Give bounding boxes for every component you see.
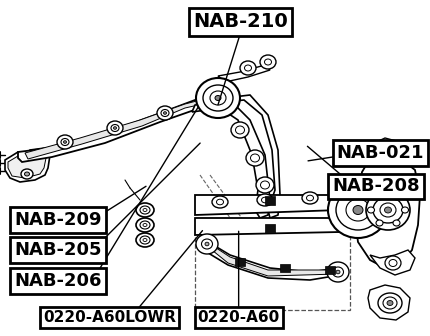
Bar [325,266,335,274]
Polygon shape [370,250,415,275]
Bar [265,196,275,205]
Ellipse shape [21,169,33,179]
Polygon shape [18,95,220,162]
Ellipse shape [387,300,393,305]
Bar [345,223,355,233]
Ellipse shape [25,172,30,176]
Ellipse shape [257,194,273,206]
Ellipse shape [384,146,392,154]
Ellipse shape [366,190,410,230]
Ellipse shape [64,141,67,143]
Ellipse shape [380,143,396,157]
Bar [335,199,345,208]
Polygon shape [5,148,50,182]
Ellipse shape [393,194,400,200]
Ellipse shape [260,55,276,69]
Ellipse shape [196,78,240,118]
Polygon shape [25,97,216,159]
Ellipse shape [157,106,173,120]
Ellipse shape [140,236,150,244]
Ellipse shape [327,262,349,282]
Ellipse shape [376,194,383,200]
Text: NAB-206: NAB-206 [14,271,102,290]
Polygon shape [368,285,410,320]
Text: NAB-021: NAB-021 [337,144,424,162]
Ellipse shape [57,135,73,149]
Polygon shape [340,222,395,230]
Ellipse shape [332,267,344,277]
Ellipse shape [216,199,224,205]
Polygon shape [207,242,338,276]
Bar [235,258,245,266]
Ellipse shape [143,209,147,211]
Text: NAB-205: NAB-205 [14,241,102,259]
Ellipse shape [202,239,212,249]
Ellipse shape [161,110,169,117]
Polygon shape [8,152,46,178]
Ellipse shape [246,150,264,166]
Ellipse shape [136,233,154,247]
Ellipse shape [389,259,397,266]
Ellipse shape [385,256,401,270]
Polygon shape [200,240,340,280]
Ellipse shape [368,207,375,213]
Ellipse shape [402,207,408,213]
Ellipse shape [256,177,274,193]
Ellipse shape [136,203,154,217]
Ellipse shape [328,182,388,238]
Polygon shape [195,195,340,215]
Ellipse shape [353,206,363,214]
Text: 0220-A60LOWR: 0220-A60LOWR [43,310,176,325]
Ellipse shape [210,91,226,105]
Ellipse shape [136,218,154,232]
Ellipse shape [196,234,218,254]
Ellipse shape [215,95,221,100]
Polygon shape [195,218,340,235]
Ellipse shape [143,239,147,242]
Polygon shape [355,155,420,268]
Ellipse shape [111,125,119,131]
Ellipse shape [378,293,402,313]
Ellipse shape [336,270,340,274]
Ellipse shape [380,203,396,217]
Ellipse shape [231,122,249,138]
Ellipse shape [205,242,209,246]
Ellipse shape [140,206,150,214]
Ellipse shape [212,196,228,208]
Ellipse shape [61,138,69,145]
Polygon shape [218,65,270,82]
Ellipse shape [251,154,259,162]
Ellipse shape [307,195,313,201]
Ellipse shape [383,297,397,309]
Ellipse shape [373,197,403,223]
Ellipse shape [143,223,147,226]
Ellipse shape [393,220,400,226]
Polygon shape [340,192,395,204]
Ellipse shape [336,190,380,230]
Ellipse shape [240,61,256,75]
Ellipse shape [107,121,123,135]
Bar [280,264,290,272]
Text: NAB-208: NAB-208 [332,177,420,196]
Bar [265,223,275,233]
Ellipse shape [302,192,318,204]
Polygon shape [225,95,280,218]
Ellipse shape [236,126,245,134]
Text: NAB-209: NAB-209 [14,211,102,229]
Ellipse shape [163,112,166,114]
Ellipse shape [261,181,270,189]
Ellipse shape [140,221,150,229]
Ellipse shape [114,127,117,129]
Ellipse shape [376,220,383,226]
Ellipse shape [203,85,233,111]
Ellipse shape [245,65,252,71]
Text: 0220-A60: 0220-A60 [197,310,280,325]
Ellipse shape [384,207,391,213]
Polygon shape [362,138,405,163]
Text: NAB-210: NAB-210 [194,12,288,31]
Ellipse shape [346,199,370,221]
Ellipse shape [264,59,271,65]
Ellipse shape [261,197,268,203]
Polygon shape [192,100,270,218]
